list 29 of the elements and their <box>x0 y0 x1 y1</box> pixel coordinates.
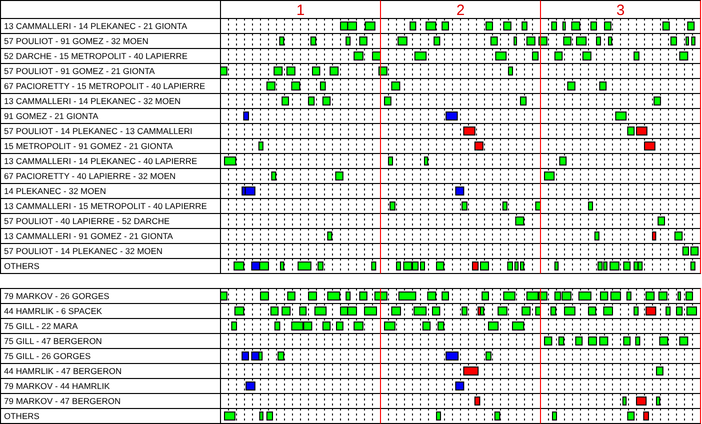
y-tick-label: 44 HAMRLIK - 47 BERGERON <box>4 366 122 376</box>
x-tick-label: 1 <box>296 2 305 19</box>
y-tick-label: 57 POULIOT - 14 PLEKANEC - 13 CAMMALLERI <box>4 126 192 136</box>
y-tick-label: 79 MARKOV - 47 BERGERON <box>4 396 121 406</box>
y-tick-label: 57 POULIOT - 40 LAPIERRE - 52 DARCHE <box>4 216 170 226</box>
y-tick-label: OTHERS <box>4 260 40 271</box>
y-tick-label: OTHERS <box>4 410 40 421</box>
y-tick-label: 14 PLEKANEC - 32 MOEN <box>4 186 106 196</box>
y-tick-label: 52 DARCHE - 15 METROPOLIT - 40 LAPIERRE <box>4 50 188 61</box>
y-tick-label: 15 METROPOLIT - 91 GOMEZ - 21 GIONTA <box>4 140 174 151</box>
x-tick-label: 3 <box>616 2 625 19</box>
y-tick-label: 67 PACIORETTY - 40 LAPIERRE - 32 MOEN <box>4 170 176 181</box>
y-tick-label: 13 CAMMALLERI - 15 METROPOLIT - 40 LAPIERRE <box>4 200 208 211</box>
y-tick-label: 44 HAMRLIK - 6 SPACEK <box>4 306 102 316</box>
y-tick-label: 79 MARKOV - 44 HAMRLIK <box>4 380 110 391</box>
y-tick-label: 13 CAMMALLERI - 14 PLEKANEC - 32 MOEN <box>4 96 181 106</box>
y-tick-label: 57 POULIOT - 91 GOMEZ - 21 GIONTA <box>4 66 156 76</box>
y-tick-label: 13 CAMMALLERI - 91 GOMEZ - 21 GIONTA <box>4 230 174 241</box>
x-tick-label: 2 <box>456 2 465 19</box>
y-tick-label: 75 GILL - 26 GORGES <box>4 350 91 361</box>
y-tick-label: 57 POULIOT - 14 PLEKANEC - 32 MOEN <box>4 246 163 256</box>
y-tick-label: 13 CAMMALLERI - 14 PLEKANEC - 40 LAPIERRE <box>4 156 198 166</box>
y-tick-label: 57 POULIOT - 91 GOMEZ - 32 MOEN <box>4 36 148 46</box>
y-tick-label: 67 PACIORETTY - 15 METROPOLIT - 40 LAPIERRE <box>4 80 206 91</box>
y-tick-label: 79 MARKOV - 26 GORGES <box>4 290 110 301</box>
y-tick-label: 75 GILL - 22 MARA <box>4 320 78 331</box>
y-tick-label: 13 CAMMALLERI - 14 PLEKANEC - 21 GIONTA <box>4 20 188 31</box>
y-tick-label: 91 GOMEZ - 21 GIONTA <box>4 110 99 121</box>
y-tick-label: 75 GILL - 47 BERGERON <box>4 336 102 346</box>
